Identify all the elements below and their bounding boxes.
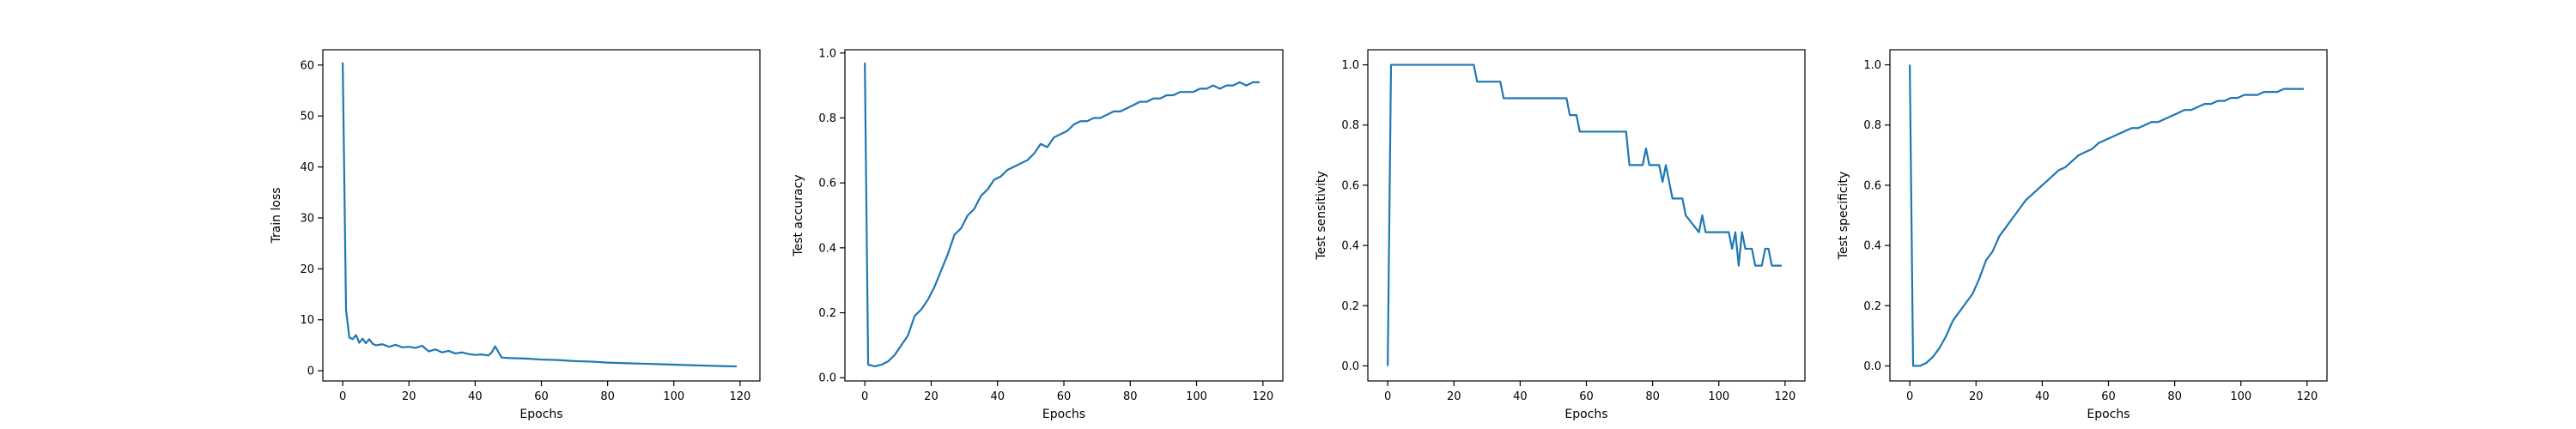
x-tick-label: 0 (861, 390, 868, 403)
x-tick-label: 60 (1057, 390, 1072, 403)
x-tick-label: 20 (1969, 390, 1984, 403)
y-tick-label: 50 (300, 111, 314, 124)
x-tick-label: 120 (729, 390, 750, 403)
y-tick-label: 0.2 (1863, 300, 1881, 313)
x-tick-label: 80 (600, 390, 615, 403)
plot-frame (1367, 49, 1806, 382)
y-tick-label: 0.4 (1341, 240, 1359, 253)
y-tick-label: 0.0 (1863, 360, 1881, 373)
x-tick-label: 40 (990, 390, 1005, 403)
series-line (342, 62, 738, 368)
y-tick-label: 20 (300, 263, 314, 276)
y-tick-label: 0.4 (1863, 240, 1881, 253)
y-tick-label: 0.6 (1341, 179, 1359, 192)
y-tick-label: 0.8 (1341, 119, 1359, 132)
y-tick-label: 0.0 (1341, 360, 1359, 373)
plot-frame (322, 49, 761, 382)
x-tick-label: 60 (534, 390, 549, 403)
subplot-3: 0 20 40 60 80 100 120 0.0 0.2 0.4 0.6 0.8 1.0 Epochs T… (1315, 49, 1806, 421)
y-tick-label: 60 (300, 59, 314, 72)
y-axis-label: Test sensitivity (1315, 171, 1328, 260)
subplot-2: 0 20 40 60 80 100 120 0.0 0.2 0.4 0.6 0.8 1.0 Epochs T… (792, 47, 1284, 421)
x-tick-label: 60 (2101, 390, 2116, 403)
x-tick-label: 40 (2035, 390, 2050, 403)
y-tick-label: 0.2 (818, 307, 836, 320)
x-tick-label: 20 (924, 390, 939, 403)
x-axis-label: Epochs (2087, 408, 2129, 421)
y-tick-label: 0.4 (818, 242, 836, 255)
y-tick-label: 1.0 (1863, 59, 1881, 72)
x-tick-label: 80 (1645, 390, 1660, 403)
x-tick-label: 60 (1579, 390, 1594, 403)
x-axis-label: Epochs (1042, 408, 1085, 421)
plot-frame (1889, 49, 2328, 382)
series-line (1387, 63, 1783, 366)
x-tick-label: 100 (1186, 390, 1207, 403)
x-tick-label: 100 (2230, 390, 2251, 403)
x-tick-label: 120 (1252, 390, 1273, 403)
y-tick-label: 1.0 (1341, 59, 1359, 72)
x-tick-label: 0 (1906, 390, 1913, 403)
y-tick-label: 0.2 (1341, 300, 1359, 313)
y-tick-label: 30 (300, 212, 314, 225)
y-tick-label: 0.8 (818, 112, 836, 125)
x-axis-label: Epochs (519, 408, 562, 421)
subplot-1: 0 20 40 60 80 100 120 0 10 20 30 40 50 60 Epochs Train … (270, 49, 761, 421)
x-tick-label: 40 (1513, 390, 1528, 403)
series-line (864, 63, 1260, 368)
y-tick-label: 0.6 (818, 178, 836, 190)
y-tick-label: 0.6 (1863, 179, 1881, 192)
x-tick-label: 0 (1384, 390, 1391, 403)
series-line (1909, 64, 2305, 367)
y-axis-label: Train loss (270, 187, 283, 244)
y-tick-label: 40 (300, 161, 314, 174)
x-tick-label: 20 (1447, 390, 1461, 403)
y-tick-label: 0.0 (818, 372, 836, 385)
x-tick-label: 40 (468, 390, 483, 403)
y-axis-label: Test specificity (1837, 172, 1850, 261)
y-tick-label: 10 (300, 314, 314, 327)
x-tick-label: 20 (402, 390, 416, 403)
x-tick-label: 120 (2296, 390, 2318, 403)
plot-frame (844, 49, 1284, 382)
y-tick-label: 1.0 (818, 47, 836, 60)
x-tick-label: 0 (339, 390, 346, 403)
y-tick-label: 0.8 (1863, 119, 1881, 132)
y-axis-label: Test accuracy (792, 174, 805, 257)
x-tick-label: 100 (663, 390, 684, 403)
y-tick-label: 0 (307, 366, 314, 378)
x-tick-label: 80 (2167, 390, 2182, 403)
x-tick-label: 120 (1774, 390, 1795, 403)
x-axis-label: Epochs (1564, 408, 1607, 421)
x-tick-label: 100 (1708, 390, 1729, 403)
x-tick-label: 80 (1123, 390, 1138, 403)
subplot-4: 0 20 40 60 80 100 120 0.0 0.2 0.4 0.6 0.8 1.0 Epochs T… (1837, 49, 2328, 421)
